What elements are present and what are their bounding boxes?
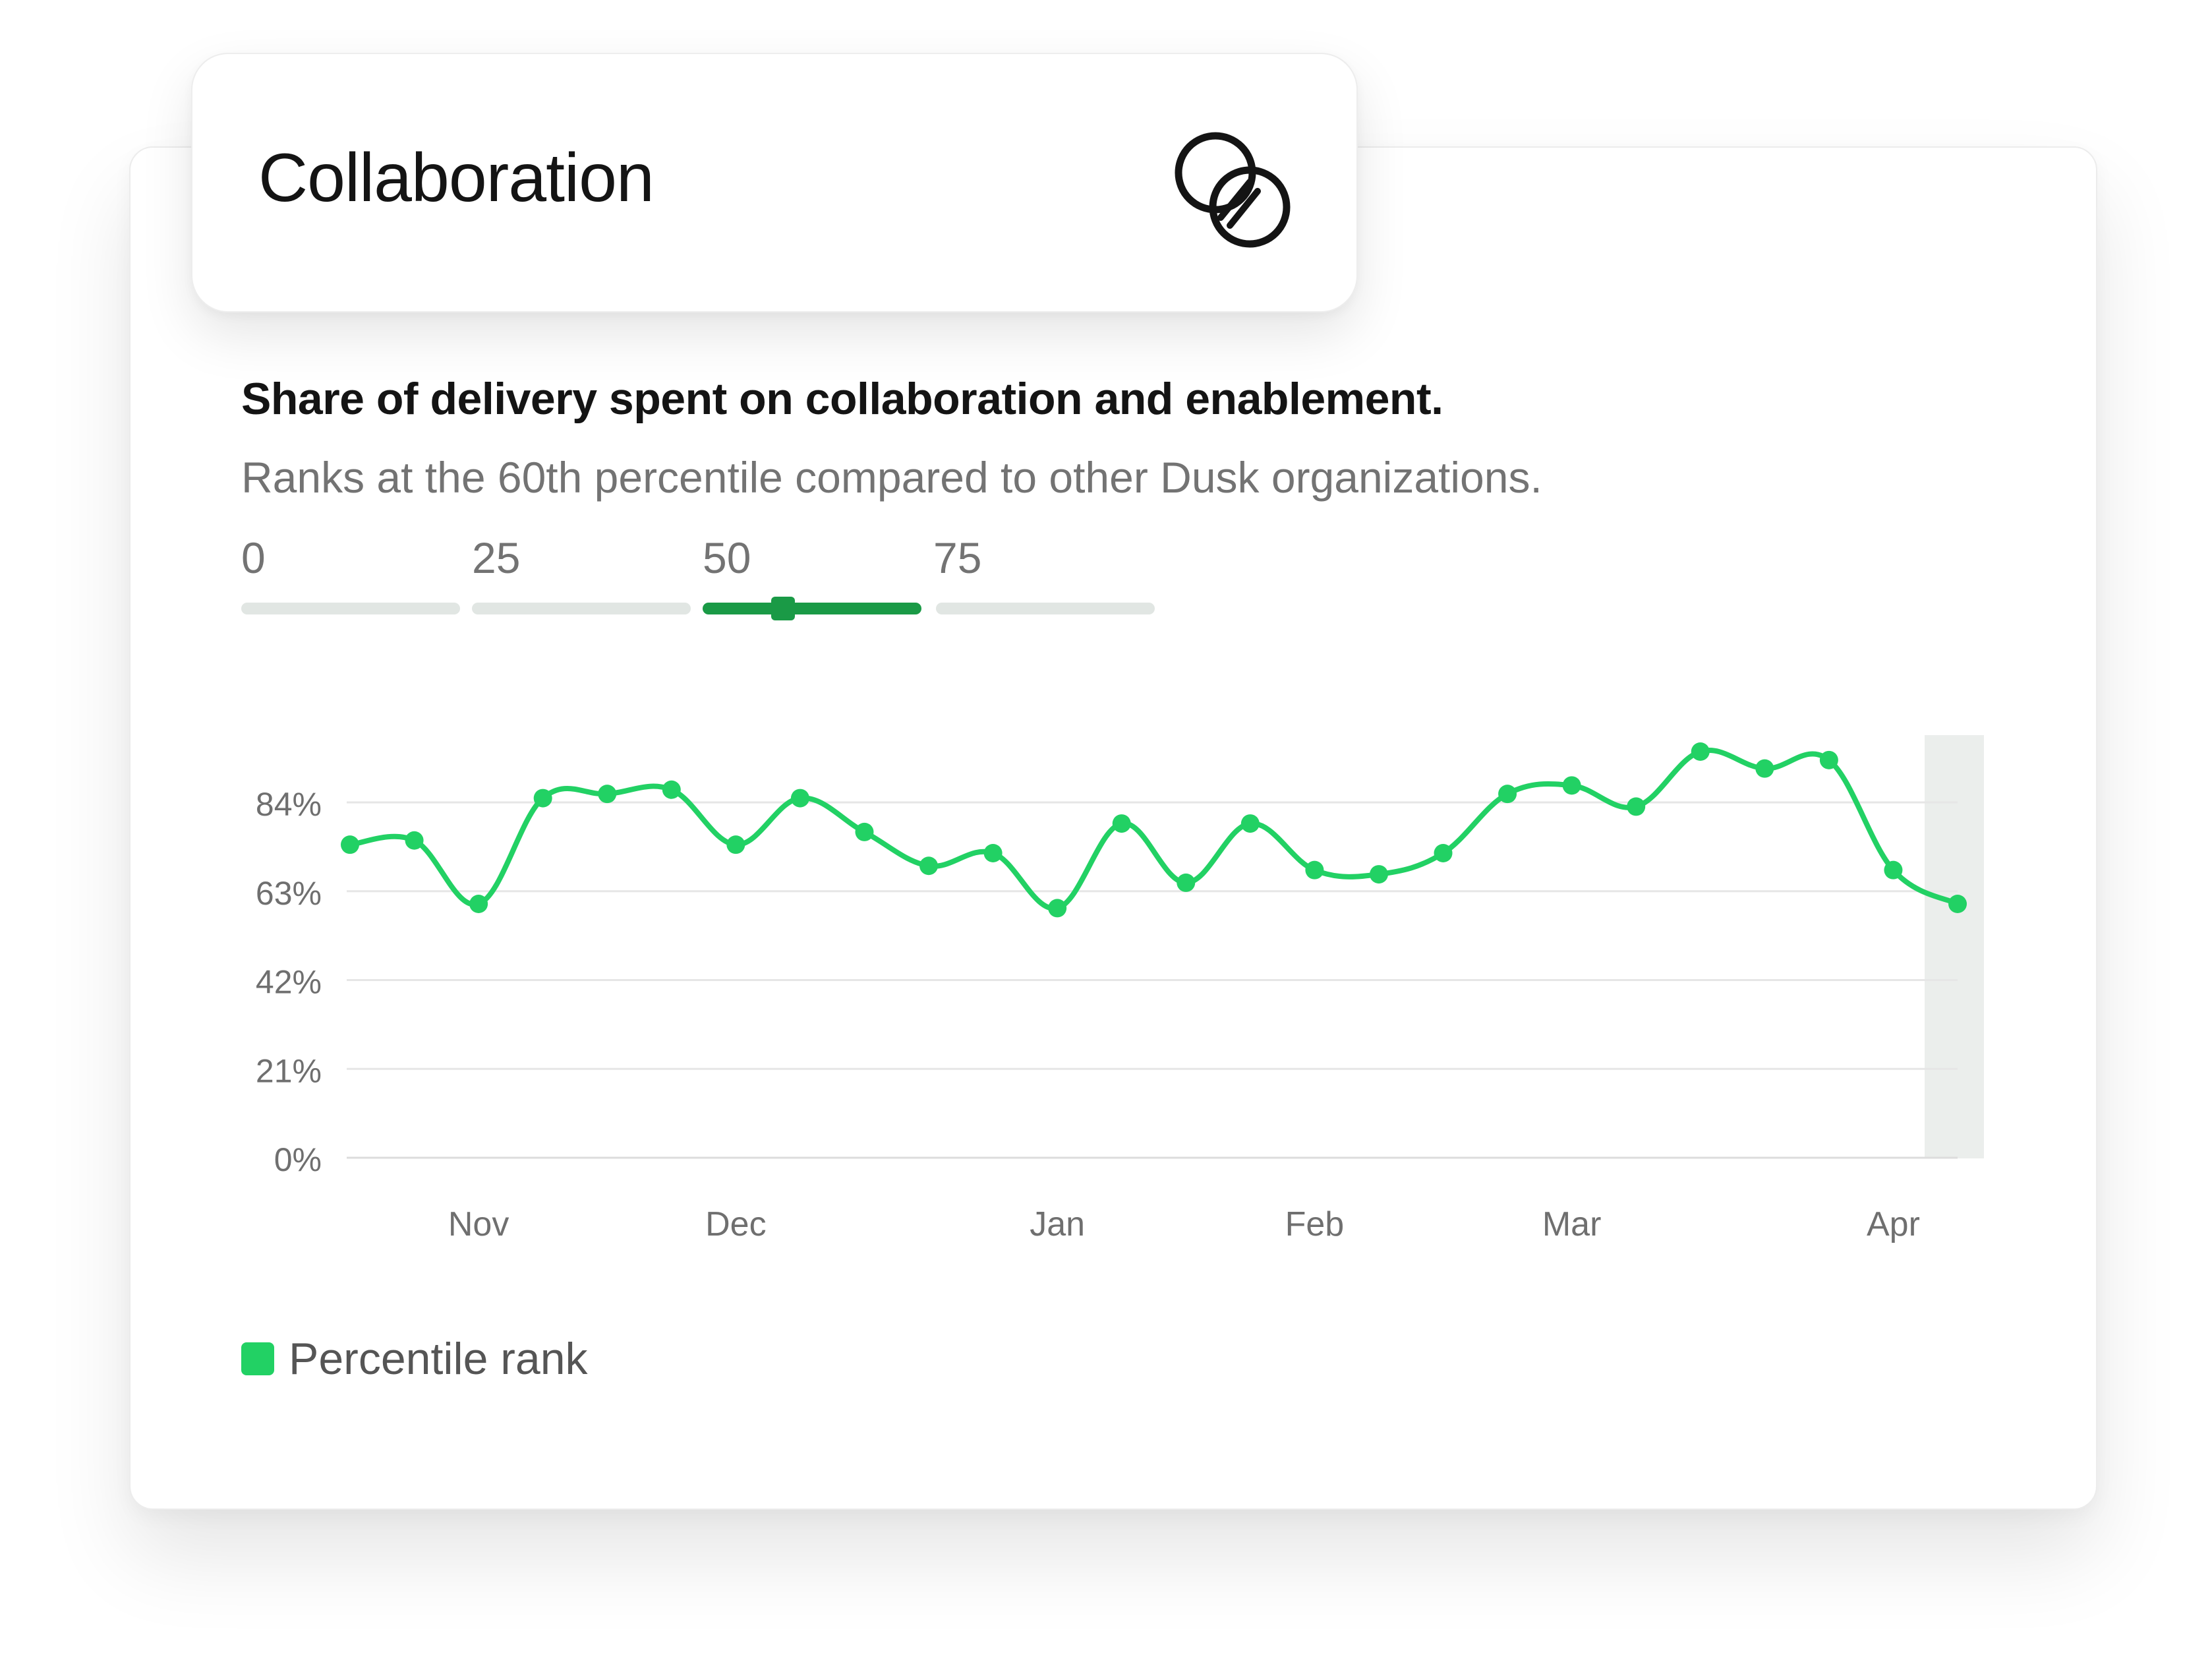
data-point [1240, 814, 1260, 833]
percentile-label-50: 50 [703, 533, 751, 582]
percentile-label-0: 0 [241, 533, 266, 582]
data-point [533, 789, 552, 808]
percentile-segment-3 [936, 603, 1155, 614]
y-tick-label: 0% [274, 1141, 322, 1178]
overlapping-circles-icon [1175, 132, 1291, 248]
data-point [598, 785, 617, 804]
series-line-percentile-rank [347, 748, 1960, 911]
title-card: Collaboration [191, 53, 1358, 313]
percentile-segment-1 [472, 603, 691, 614]
data-point [1305, 860, 1324, 880]
legend-swatch [241, 1342, 274, 1375]
data-point [1884, 860, 1903, 880]
y-tick-label: 42% [256, 964, 322, 1001]
data-point [1434, 844, 1453, 862]
card-title: Collaboration [258, 140, 655, 216]
x-tick-label: Apr [1867, 1205, 1920, 1243]
x-tick-label: Feb [1285, 1205, 1345, 1243]
chart-subtitle: Ranks at the 60th percentile compared to… [241, 453, 1542, 502]
data-point [405, 831, 424, 850]
current-period-highlight [1925, 735, 1984, 1158]
data-point [855, 822, 874, 841]
data-point [1498, 785, 1517, 804]
data-point [341, 835, 359, 854]
x-tick-label: Jan [1030, 1205, 1085, 1243]
data-point [1112, 814, 1131, 833]
x-tick-label: Mar [1542, 1205, 1602, 1243]
x-tick-label: Nov [448, 1205, 509, 1243]
data-point [1177, 873, 1196, 892]
data-point [726, 835, 745, 854]
data-point [1948, 895, 1967, 913]
data-point [1755, 759, 1774, 778]
percentile-label-25: 25 [472, 533, 521, 582]
data-point [1691, 742, 1710, 761]
percentile-label-75: 75 [933, 533, 982, 582]
y-tick-label: 84% [256, 786, 322, 823]
legend-label: Percentile rank [289, 1334, 588, 1384]
y-tick-label: 63% [256, 875, 322, 912]
y-tick-label: 21% [256, 1052, 322, 1089]
data-point [469, 895, 488, 913]
data-point [790, 789, 809, 808]
data-point [1048, 899, 1067, 918]
data-point [1562, 776, 1581, 795]
data-point [919, 856, 939, 876]
data-point [1369, 865, 1388, 884]
percentile-segment-0 [241, 603, 460, 614]
chart-headline: Share of delivery spent on collaboration… [241, 374, 1443, 424]
percentile-segment-2 [703, 603, 921, 614]
data-point [1819, 750, 1838, 769]
data-point [662, 780, 681, 799]
x-tick-label: Dec [705, 1205, 766, 1243]
data-point [1627, 797, 1646, 816]
data-point [983, 844, 1003, 862]
percentile-marker [771, 597, 795, 620]
